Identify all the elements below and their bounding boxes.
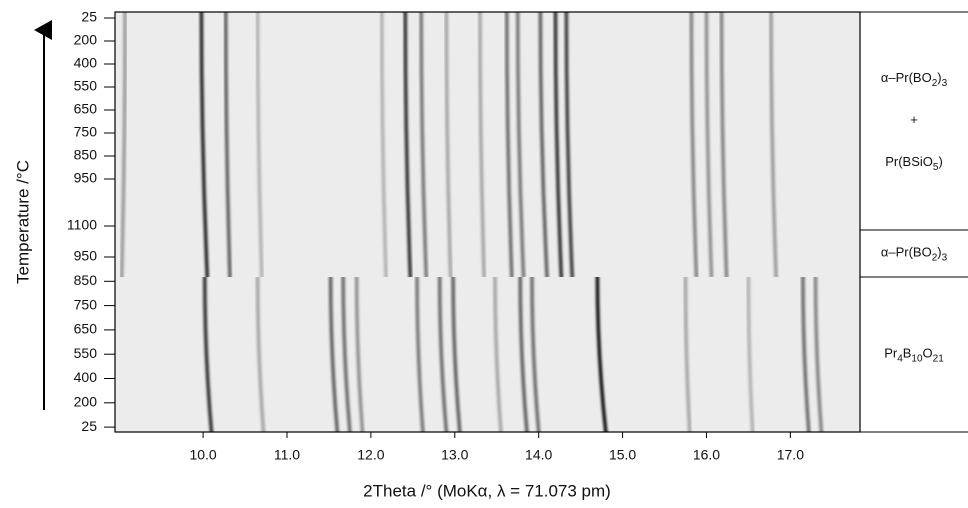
peak-line [683,276,692,433]
label-text: ) [937,245,941,260]
peak-line [746,276,755,433]
peak-line [415,276,425,433]
peak-line [328,276,340,433]
label-text: Pr [884,346,898,361]
peak-line [255,11,264,278]
peak-line [403,11,413,278]
peak-line [341,276,352,433]
label-text: + [910,112,918,127]
peak-line [199,11,210,278]
subscript: 2 [932,78,938,89]
y-tick-label: 25 [81,418,97,434]
label-text: α–Pr(BO [881,245,932,260]
x-tick-label: 16.0 [693,447,720,463]
y-tick-label: 950 [74,248,98,264]
label-text: Pr(BSiO [885,154,933,169]
y-tick-label: 550 [74,78,98,94]
y-tick-label: 200 [74,32,98,48]
x-tick-label: 17.0 [777,447,804,463]
y-tick-label: 400 [74,55,98,71]
peak-line [719,11,729,278]
peak-line [530,276,541,433]
peak-line [515,11,526,278]
phase-label: + [910,112,918,127]
peak-line [801,276,811,433]
subscript: 3 [942,252,948,263]
subscript: 2 [932,252,938,263]
label-text: ) [938,154,942,169]
y-tick-label: 200 [74,394,98,410]
peak-line [437,276,449,433]
x-tick-label: 15.0 [609,447,636,463]
phase-label: Pr(BSiO5) [885,154,943,172]
peak-line [813,276,824,433]
peak-line [538,11,549,278]
peak-line [444,11,453,278]
plot-background [115,12,860,432]
peak-line [689,11,699,278]
peak-line [704,11,714,278]
peak-line [595,276,608,433]
y-tick-label: 400 [74,369,98,385]
y-axis-title: Temperature /°C [13,160,32,284]
y-tick-label: 950 [74,170,98,186]
peak-line [451,276,462,433]
label-text: B [903,346,912,361]
peak-line [553,11,564,278]
y-tick-label: 850 [74,272,98,288]
y-tick-label: 25 [81,9,97,25]
x-tick-label: 12.0 [357,447,384,463]
y-tick-label: 550 [74,345,98,361]
peak-line [518,276,529,433]
x-tick-label: 14.0 [525,447,552,463]
subscript: 21 [933,353,945,364]
label-text: ) [937,70,941,85]
y-tick-label: 650 [74,101,98,117]
peak-line [769,11,778,278]
peak-line [119,11,127,278]
phase-label: α–Pr(BO2)3 [881,70,948,88]
peak-line [354,276,365,433]
x-tick-label: 11.0 [274,447,300,463]
peak-line [564,11,574,278]
label-text: α–Pr(BO [881,70,932,85]
phase-label: Pr4B10O21 [884,346,944,364]
x-axis-title: 2Theta /° (MoKα, λ = 71.073 pm) [363,481,611,500]
y-tick-label: 650 [74,321,98,337]
pattern [119,11,824,433]
label-text: O [923,346,933,361]
y-tick-label: 750 [74,296,98,312]
peak-line [203,276,214,433]
x-tick-label: 13.0 [441,447,468,463]
x-tick-label: 10.0 [189,447,216,463]
y-tick-label: 850 [74,147,98,163]
subscript: 3 [942,78,948,89]
y-tick-label: 750 [74,124,98,140]
peak-line [380,11,388,278]
peak-line [255,276,266,433]
y-tick-label: 1100 [67,217,97,233]
subscript: 5 [933,162,939,173]
phase-label: α–Pr(BO2)3 [881,245,948,263]
subscript: 4 [897,353,903,364]
peak-line [493,276,503,433]
subscript: 10 [911,353,923,364]
peak-line [478,11,486,278]
peak-line [505,11,514,278]
peak-line [223,11,232,278]
peak-line [419,11,429,278]
